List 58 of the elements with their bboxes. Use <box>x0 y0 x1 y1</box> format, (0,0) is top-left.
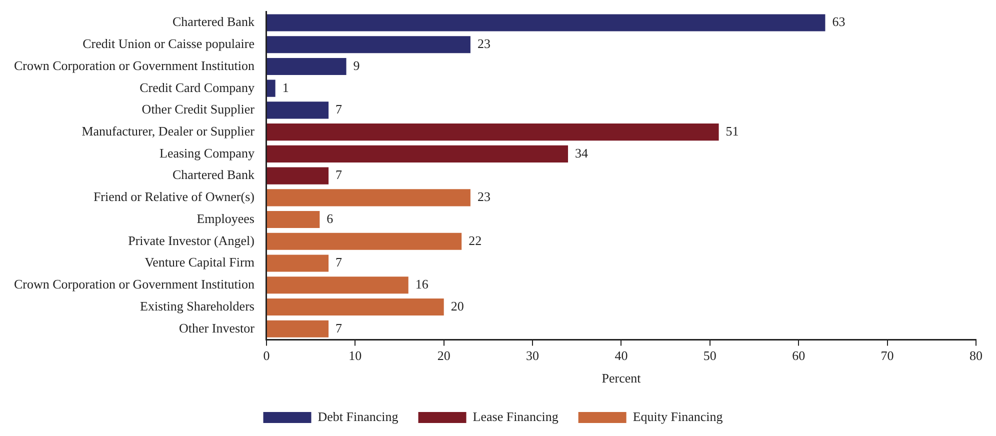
y-tick-label: Crown Corporation or Government Institution <box>14 276 255 292</box>
y-tick-label: Chartered Bank <box>172 14 255 30</box>
bar <box>266 124 719 141</box>
bar <box>266 211 320 228</box>
x-tick-label: 10 <box>348 348 362 364</box>
bar <box>266 276 408 294</box>
x-tick-label: 70 <box>880 348 894 364</box>
y-tick-label: Private Investor (Angel) <box>128 232 254 248</box>
y-tick-label: Employees <box>196 210 254 226</box>
y-tick-label: Manufacturer, Dealer or Supplier <box>82 123 256 138</box>
data-label: 1 <box>282 80 289 95</box>
x-tick-label: 20 <box>437 348 450 364</box>
data-label: 6 <box>326 210 334 226</box>
bar <box>266 36 470 54</box>
y-tick-label: Venture Capital Firm <box>144 254 254 270</box>
data-label: 16 <box>415 276 429 292</box>
y-tick-label: Chartered Bank <box>172 167 255 182</box>
x-tick-label: 0 <box>263 348 270 364</box>
x-tick-label: 40 <box>614 348 628 364</box>
y-tick-label: Credit Union or Caisse populaire <box>82 36 255 52</box>
bar <box>266 298 444 316</box>
bar <box>266 14 826 32</box>
bar <box>266 145 568 162</box>
y-tick-label: Leasing Company <box>160 145 255 160</box>
x-tick-label: 50 <box>703 348 716 364</box>
data-label: 7 <box>336 167 343 182</box>
data-label: 9 <box>353 58 360 73</box>
data-label: 7 <box>336 254 343 270</box>
x-tick-label: 80 <box>970 348 982 364</box>
legend-label: Equity Financing <box>632 408 724 424</box>
x-tick-label: 60 <box>792 348 806 364</box>
data-label: 34 <box>575 145 589 160</box>
bar <box>266 232 462 250</box>
data-label: 7 <box>336 320 343 336</box>
data-label: 23 <box>477 189 490 204</box>
y-tick-label: Existing Shareholders <box>140 298 254 314</box>
bar <box>266 254 329 272</box>
bar <box>266 80 276 97</box>
x-axis-title: Percent <box>602 370 642 386</box>
x-tick-label: 30 <box>526 348 540 364</box>
legend-label: Debt Financing <box>318 408 399 424</box>
data-label: 20 <box>450 298 464 314</box>
y-tick-label: Other Credit Supplier <box>142 102 256 117</box>
data-label: 63 <box>832 14 846 30</box>
data-label: 22 <box>468 232 482 248</box>
legend-label: Lease Financing <box>472 408 559 424</box>
data-label: 51 <box>726 123 739 138</box>
bar <box>266 189 470 206</box>
bar <box>266 320 329 338</box>
bar <box>266 58 346 75</box>
y-tick-label: Friend or Relative of Owner(s) <box>93 189 254 204</box>
data-label: 23 <box>477 36 490 52</box>
y-tick-label: Other Investor <box>179 320 256 336</box>
y-tick-label: Crown Corporation or Government Institution <box>14 58 255 73</box>
bar <box>266 167 329 184</box>
data-label: 7 <box>336 102 343 117</box>
bar <box>266 102 329 119</box>
y-tick-label: Credit Card Company <box>140 80 255 95</box>
